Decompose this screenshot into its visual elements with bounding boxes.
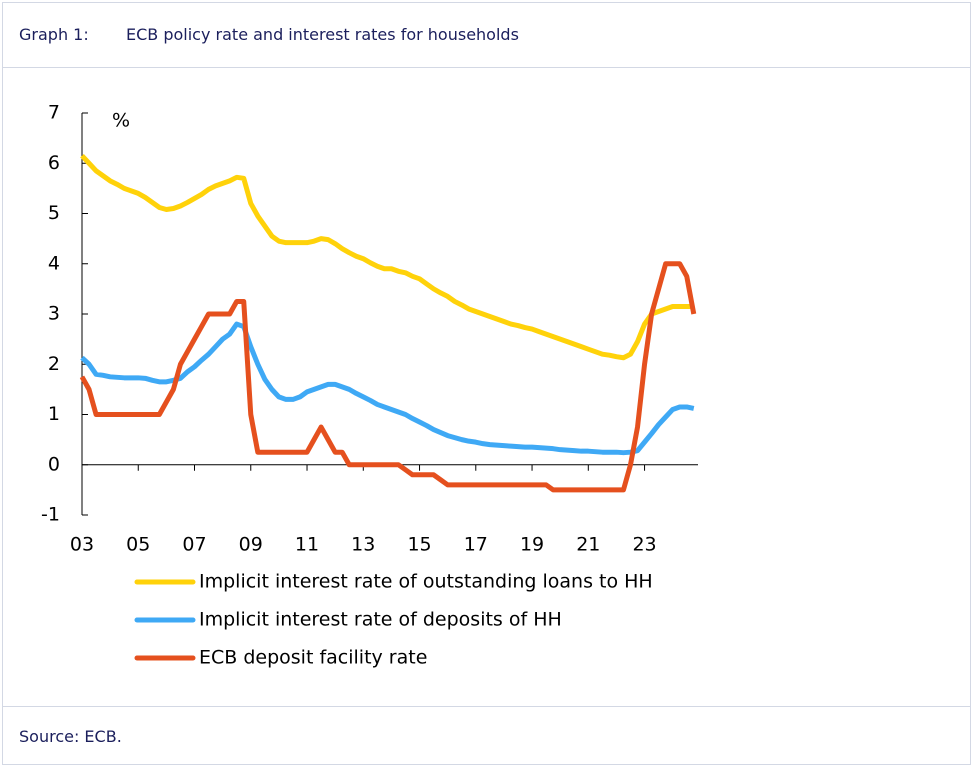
series-line bbox=[79, 261, 697, 493]
x-tick-label: 21 bbox=[576, 534, 600, 556]
y-unit: % bbox=[112, 110, 130, 132]
y-tick-label: 3 bbox=[48, 303, 60, 325]
legend-label: ECB deposit facility rate bbox=[199, 647, 427, 669]
graph-title: ECB policy rate and interest rates for h… bbox=[126, 25, 519, 44]
x-tick-label: 15 bbox=[407, 534, 431, 556]
y-tick-label: 1 bbox=[48, 403, 60, 425]
y-tick-label: 4 bbox=[48, 252, 60, 274]
legend-label: Implicit interest rate of outstanding lo… bbox=[199, 571, 653, 593]
x-tick-label: 19 bbox=[520, 534, 544, 556]
x-tick-label: 17 bbox=[464, 534, 488, 556]
header: Graph 1: ECB policy rate and interest ra… bbox=[3, 3, 970, 68]
series-line bbox=[80, 154, 694, 361]
x-tick-label: 07 bbox=[182, 534, 206, 556]
x-tick-label: 13 bbox=[351, 534, 375, 556]
graph-label: Graph 1: bbox=[19, 25, 89, 44]
y-tick-label: 6 bbox=[48, 152, 60, 174]
y-tick-label: 0 bbox=[48, 453, 60, 475]
x-tick-label: 11 bbox=[295, 534, 319, 556]
y-tick-label: 7 bbox=[48, 102, 60, 124]
x-tick-label: 03 bbox=[70, 534, 94, 556]
x-tick-label: 05 bbox=[126, 534, 150, 556]
y-tick-label: -1 bbox=[41, 504, 60, 526]
series-line bbox=[80, 321, 695, 456]
y-tick-label: 5 bbox=[48, 202, 60, 224]
legend-label: Implicit interest rate of deposits of HH bbox=[199, 609, 562, 631]
x-tick-label: 09 bbox=[239, 534, 263, 556]
footer: Source: ECB. bbox=[3, 706, 970, 765]
y-tick-label: 2 bbox=[48, 353, 60, 375]
x-tick-label: 23 bbox=[632, 534, 656, 556]
source: Source: ECB. bbox=[19, 727, 122, 746]
